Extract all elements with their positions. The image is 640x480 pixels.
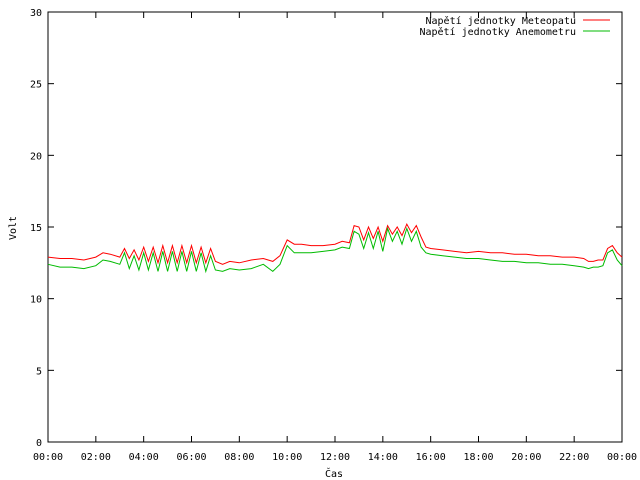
y-tick-label: 15 (30, 223, 42, 234)
legend-label: Napětí jednotky Anemometru (419, 26, 576, 38)
series-line-1 (47, 226, 623, 274)
x-tick-label: 18:00 (463, 452, 493, 463)
legend-label: Napětí jednotky Meteopatu (425, 15, 576, 27)
x-tick-label: 04:00 (129, 452, 159, 463)
y-axis-ticks: 0 5 10 15 20 25 30 (30, 8, 622, 449)
x-tick-label: 14:00 (368, 452, 398, 463)
x-axis-ticks: 00:00 02:00 04:00 06:00 08:00 10:00 12:00 14:00… (33, 12, 637, 463)
series-layer (47, 222, 623, 274)
x-tick-label: 12:00 (320, 452, 350, 463)
x-tick-label: 22:00 (559, 452, 589, 463)
x-tick-label: 00:00 (607, 452, 637, 463)
y-tick-label: 0 (36, 438, 42, 449)
x-tick-label: 02:00 (81, 452, 111, 463)
x-tick-label: 08:00 (224, 452, 254, 463)
x-tick-label: 00:00 (33, 452, 63, 463)
y-tick-label: 30 (30, 8, 42, 19)
x-tick-label: 20:00 (511, 452, 541, 463)
y-tick-label: 20 (30, 151, 42, 162)
plot-frame (47, 11, 623, 443)
x-axis-label: Čas (325, 467, 343, 480)
y-tick-label: 5 (36, 366, 42, 377)
y-tick-label: 25 (30, 80, 42, 91)
x-tick-label: 06:00 (176, 452, 206, 463)
x-tick-label: 16:00 (416, 452, 446, 463)
series-line-0 (47, 222, 623, 265)
x-tick-label: 10:00 (272, 452, 302, 463)
y-axis-label: Volt (8, 216, 19, 240)
y-tick-label: 10 (30, 295, 42, 306)
